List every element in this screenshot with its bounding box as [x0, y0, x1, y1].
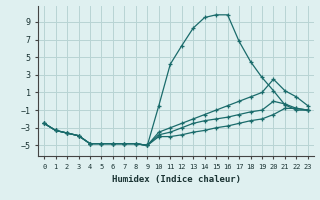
X-axis label: Humidex (Indice chaleur): Humidex (Indice chaleur) [111, 175, 241, 184]
